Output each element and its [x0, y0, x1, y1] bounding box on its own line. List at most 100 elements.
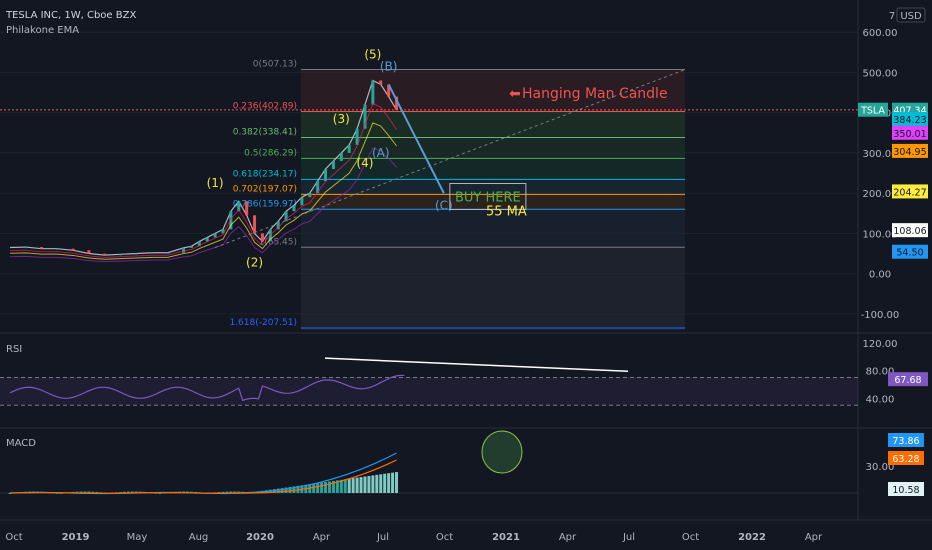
x-tick-label: May	[127, 532, 148, 543]
hanging-man-label: Hanging Man Candle	[522, 86, 668, 102]
macd-value-label: 10.58	[892, 485, 919, 496]
macd-histogram-bar	[379, 474, 383, 493]
x-tick-label: Jul	[622, 532, 635, 543]
corrective-label: (A)	[372, 146, 390, 160]
macd-value-label: 73.86	[892, 436, 919, 447]
candle	[371, 80, 375, 105]
macd-histogram-bar	[355, 477, 359, 493]
y-tick-label: 200.00	[863, 189, 898, 200]
macd-histogram-bar	[347, 478, 351, 493]
macd-histogram-bar	[387, 473, 391, 493]
macd-histogram-bar	[363, 476, 367, 493]
y-tick-label: 600.00	[863, 28, 898, 39]
fib-level-label: 0(507.13)	[253, 60, 297, 70]
macd-histogram-bar	[276, 488, 280, 493]
macd-histogram-bar	[280, 488, 284, 493]
fib-level-label: 0.5(286.29)	[244, 148, 297, 158]
hanging-man-arrow: ⬅	[509, 86, 521, 102]
candle	[387, 84, 391, 97]
macd-value-tag	[888, 433, 924, 447]
ema-band	[9, 122, 397, 260]
macd-histogram-bar	[284, 487, 288, 493]
fib-zone	[301, 158, 685, 180]
fib-level-label: 1.618(-207.51)	[229, 318, 297, 328]
candle	[347, 144, 351, 153]
candle	[300, 197, 304, 206]
x-tick-label: Oct	[5, 532, 22, 543]
macd-histogram-bar	[217, 492, 221, 494]
candle	[292, 205, 296, 212]
price-axis-tag	[892, 111, 928, 126]
macd-histogram-bar	[83, 491, 87, 493]
wave-label: (1)	[207, 176, 224, 190]
macd-histogram-bar	[343, 479, 347, 493]
rsi-band	[0, 377, 858, 406]
candle	[237, 201, 241, 212]
price-axis-tag-label: 304.95	[893, 147, 926, 158]
rsi-y-tick: 120.00	[863, 339, 898, 350]
fib-zone	[301, 247, 685, 330]
y-tick-label: 100.00	[863, 229, 898, 240]
ticker-tag	[858, 102, 888, 117]
x-tick-label: Jul	[376, 532, 389, 543]
indicator-name[interactable]: Philakone EMA	[6, 25, 80, 36]
macd-histogram-bar	[292, 486, 296, 493]
y-tick-label: 300.00	[863, 149, 898, 160]
candle	[245, 201, 249, 216]
corrective-label: (B)	[380, 59, 398, 73]
fib-level-label: 0.382(338.41)	[233, 127, 297, 137]
macd-value-tag	[888, 482, 924, 496]
ema-band	[9, 102, 397, 258]
candle	[213, 233, 217, 238]
rsi-value-label: 67.68	[894, 375, 921, 386]
candle	[363, 104, 367, 129]
macd-histogram-bar	[158, 492, 162, 494]
y-tick-label: -100.00	[861, 310, 900, 321]
macd-histogram-bar	[395, 472, 399, 493]
candle	[189, 246, 193, 248]
fib-level-label: 0.618(234.17)	[233, 169, 297, 179]
macd-histogram-bar	[79, 491, 83, 493]
candle	[260, 233, 264, 242]
macd-value-tag	[888, 451, 924, 465]
macd-histogram-bar	[288, 486, 292, 493]
x-tick-label: 2021	[492, 532, 520, 543]
candle	[229, 211, 233, 230]
ma-label: 55 MA	[486, 204, 527, 219]
macd-histogram-bar	[87, 491, 91, 493]
macd-histogram-bar	[225, 491, 229, 493]
fib-level-label: 0.702(197.07)	[233, 184, 297, 194]
fib-zone	[301, 137, 685, 159]
macd-histogram-bar	[233, 491, 237, 493]
price-axis-tag-label: 54.50	[896, 248, 923, 259]
macd-value-label: 63.28	[892, 454, 919, 465]
ticker-tag-label: TSLA	[860, 106, 885, 117]
macd-histogram-bar	[75, 491, 79, 493]
candle	[40, 247, 44, 249]
price-axis-tag	[892, 125, 928, 140]
macd-histogram-bar	[91, 491, 95, 493]
candle	[71, 248, 75, 251]
candle	[166, 252, 170, 254]
rsi-line	[9, 374, 405, 402]
candle	[379, 80, 383, 85]
projection-line	[387, 84, 445, 194]
macd-histogram-bar	[351, 478, 355, 493]
x-tick-label: Oct	[436, 532, 453, 543]
x-tick-label: Apr	[313, 532, 331, 543]
fib-level-label: 0.236(402.89)	[233, 101, 297, 111]
macd-histogram-bar	[316, 483, 320, 493]
price-axis-tag	[892, 184, 928, 199]
candle	[284, 211, 288, 222]
ema-band	[9, 147, 397, 263]
candle	[205, 237, 209, 242]
macd-histogram-bar	[122, 491, 126, 493]
x-tick-label: 2020	[246, 532, 274, 543]
macd-histogram-bar	[312, 483, 316, 493]
macd-histogram-bar	[383, 473, 387, 493]
x-tick-label: Apr	[559, 532, 577, 543]
macd-y-tick: 30.00	[866, 462, 895, 473]
wave-label: (2)	[246, 256, 263, 270]
symbol-title[interactable]: TESLA INC, 1W, Cboe BZX	[6, 10, 137, 21]
